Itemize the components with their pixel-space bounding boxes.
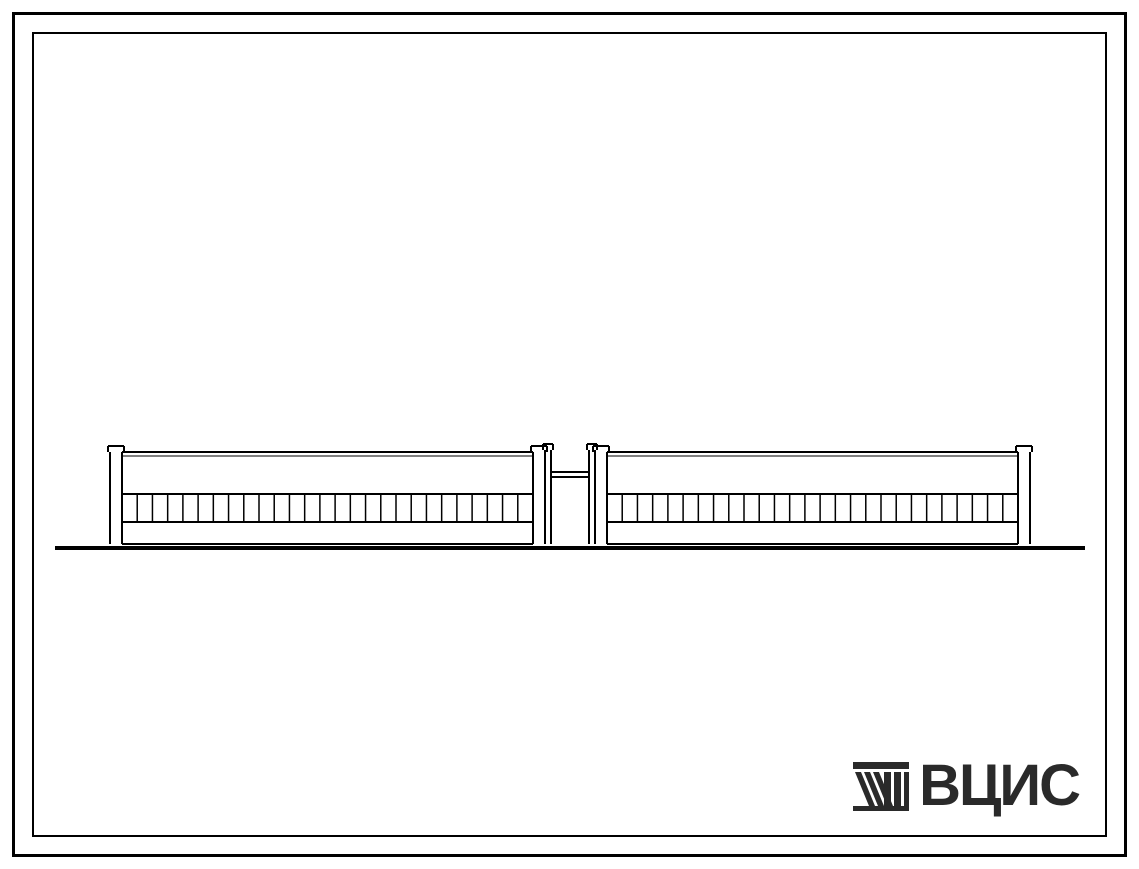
building-elevation-drawing <box>0 0 1139 869</box>
logo-container: ВЦИС <box>851 752 1079 819</box>
logo-text: ВЦИС <box>919 752 1079 819</box>
logo-icon <box>851 758 911 813</box>
